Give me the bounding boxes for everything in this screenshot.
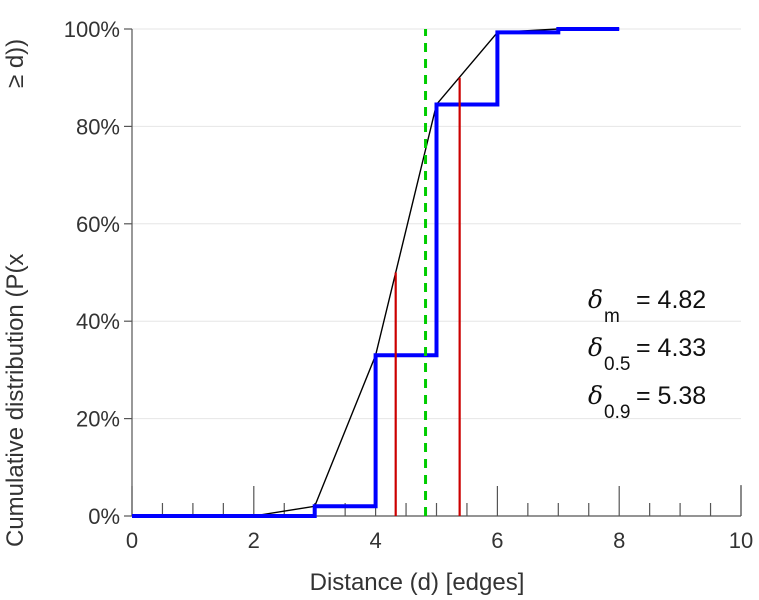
stat-subscript: m: [604, 306, 620, 327]
y-tick-label: 0%: [88, 504, 120, 529]
y-tick-label: 40%: [76, 309, 120, 334]
stat-subscript: 0.9: [604, 402, 630, 423]
tick-labels: 0% 20% 40% 60% 80% 100% 0 2 4 6 8 10: [64, 17, 754, 553]
series-step-empirical: [132, 27, 620, 518]
stat-subscript: 0.5: [604, 354, 630, 375]
y-axis-title-line2: ≥ d)): [2, 39, 29, 88]
x-tick-label: 4: [369, 528, 381, 553]
y-tick-label: 60%: [76, 212, 120, 237]
stat-value: = 4.33: [636, 334, 706, 362]
y-tick-label: 100%: [64, 17, 120, 42]
x-axis-title: Distance (d) [edges]: [310, 569, 525, 596]
y-tick-label: 20%: [76, 407, 120, 432]
stat-symbol: δ: [588, 381, 603, 410]
x-tick-label: 0: [126, 528, 138, 553]
axis-ticks: [124, 28, 742, 517]
x-tick-label: 10: [729, 528, 753, 553]
stat-symbol: δ: [588, 333, 603, 362]
x-tick-label: 2: [248, 528, 260, 553]
marker-lines: [394, 29, 461, 516]
stat-symbol: δ: [588, 285, 603, 314]
x-tick-label: 6: [491, 528, 503, 553]
data-series: [132, 27, 620, 518]
x-tick-label: 8: [613, 528, 625, 553]
stat-value: = 5.38: [636, 382, 706, 410]
y-axis-title-line1: Cumulative distribution (P(x: [2, 254, 29, 547]
stat-value: = 4.82: [636, 286, 706, 314]
y-tick-label: 80%: [76, 114, 120, 139]
